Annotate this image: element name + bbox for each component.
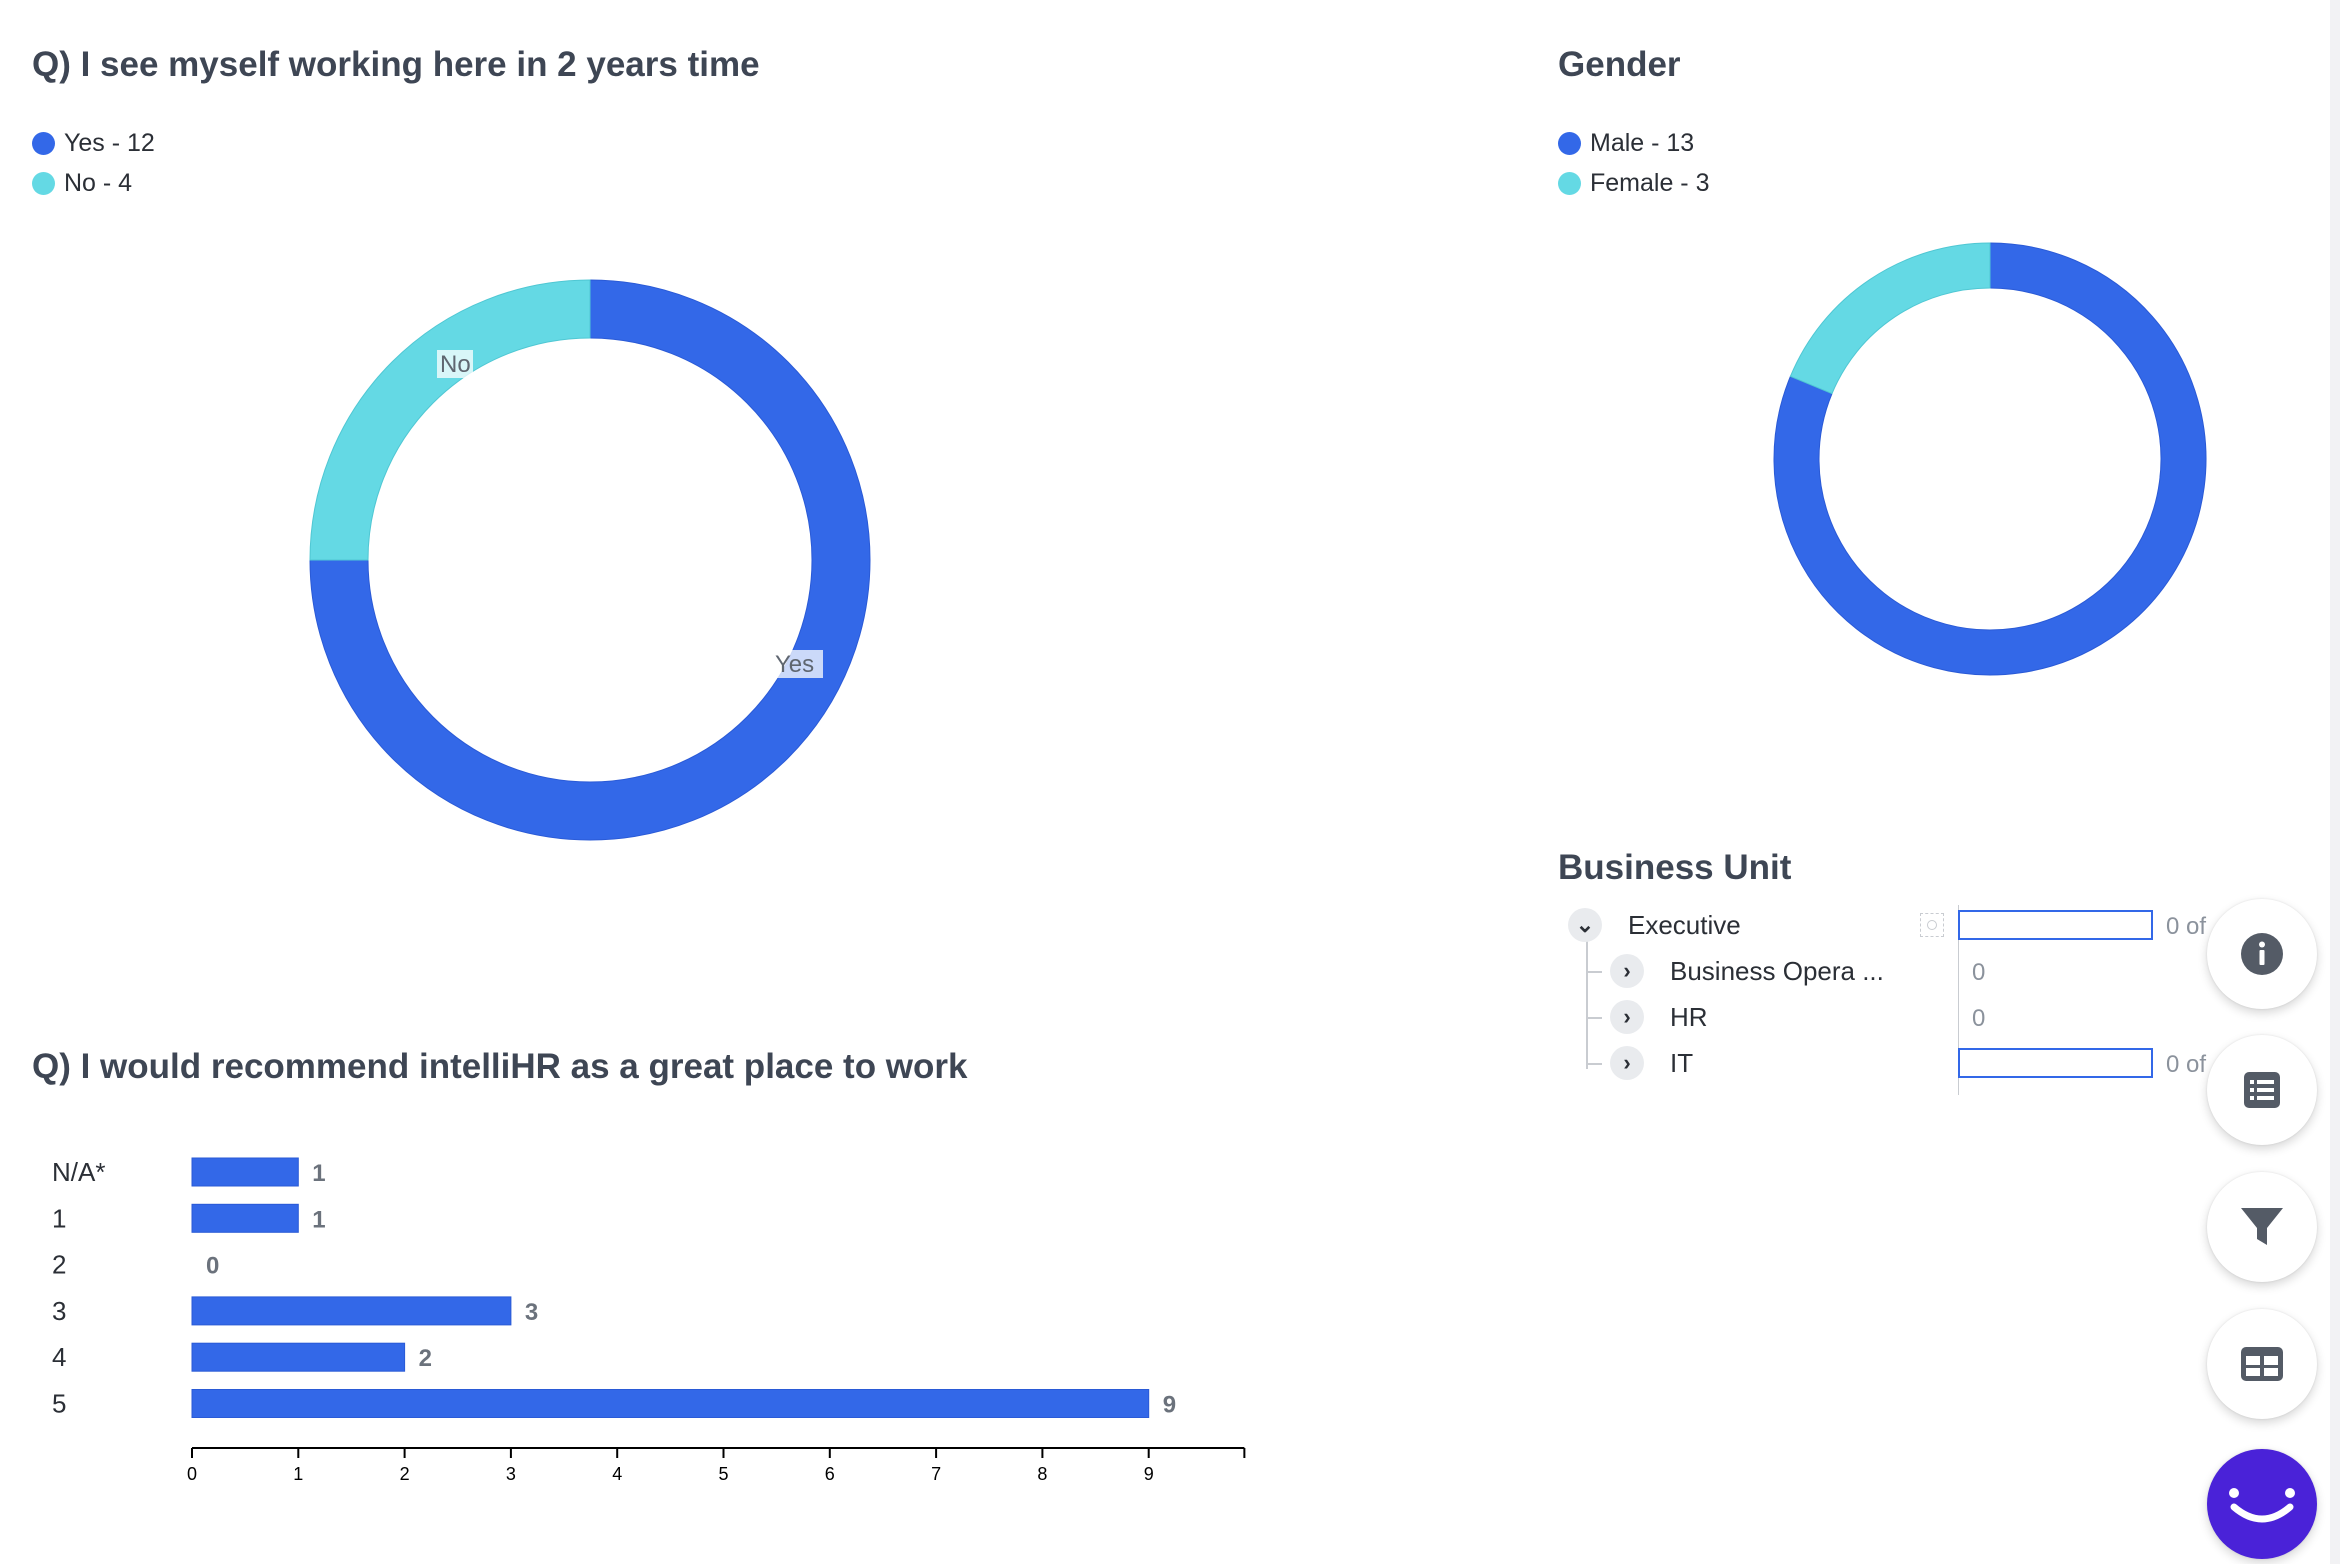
- chatbot-icon: [2229, 1488, 2295, 1523]
- bu-label: Business Opera ...: [1670, 955, 1884, 986]
- legend-label-male: Male - 13: [1590, 128, 1695, 157]
- chart2-legend: Male - 13 Female - 3: [1558, 123, 1709, 203]
- info-icon: [2241, 933, 2283, 975]
- legend-item-female[interactable]: Female - 3: [1558, 163, 1709, 203]
- filter-icon: [2241, 1208, 2283, 1245]
- focus-dot: [1927, 920, 1937, 930]
- bar-N/A*[interactable]: [191, 1157, 299, 1187]
- legend-label-female: Female - 3: [1590, 168, 1710, 197]
- bar-data-label: 0: [206, 1253, 219, 1280]
- focus-icon[interactable]: [1920, 913, 1944, 937]
- donut-slice-male[interactable]: [1773, 242, 2207, 676]
- list-icon: [2244, 1072, 2280, 1108]
- slice-label-yes: Yes: [775, 651, 814, 678]
- business-unit-tree: ⌄ Executive › Business Opera ... › HR › …: [1558, 905, 2258, 1105]
- legend-dot-male: [1558, 131, 1581, 155]
- donut-slice-female[interactable]: [1789, 242, 1991, 395]
- bar-category-label: 1: [52, 1203, 66, 1233]
- legend-item-male[interactable]: Male - 13: [1558, 123, 1709, 163]
- bu-row-business-operations[interactable]: › Business Opera ...: [1610, 951, 1884, 991]
- x-tick-label: 6: [825, 1464, 835, 1484]
- bar-data-label: 9: [1163, 1392, 1176, 1419]
- legend-label-yes: Yes - 12: [64, 128, 155, 157]
- chevron-down-icon[interactable]: ⌄: [1568, 908, 1602, 942]
- bar-3[interactable]: [191, 1296, 512, 1326]
- x-tick-label: 8: [1037, 1464, 1047, 1484]
- bu-label: IT: [1670, 1047, 1694, 1078]
- donut-chart-gender: [1773, 242, 2207, 676]
- bu-value-it: 0 of: [2166, 1051, 2207, 1078]
- bu-label: Executive: [1628, 909, 1741, 940]
- table-icon: [2241, 1347, 2283, 1381]
- bar-data-label: 1: [312, 1160, 325, 1187]
- bar-category-label: N/A*: [52, 1157, 105, 1187]
- bar-5[interactable]: [191, 1389, 1150, 1418]
- chatbot-button[interactable]: [2207, 1449, 2317, 1559]
- bar-data-label: 1: [312, 1206, 325, 1233]
- bu-bar-executive: [1958, 910, 2153, 940]
- legend-item-no[interactable]: No - 4: [32, 163, 155, 203]
- donut-slice-no[interactable]: [309, 279, 591, 561]
- chart1-title: Q) I see myself working here in 2 years …: [32, 45, 760, 84]
- table-button[interactable]: [2207, 1309, 2317, 1419]
- donut-slice-yes[interactable]: [309, 279, 871, 841]
- legend-dot-female: [1558, 171, 1581, 195]
- business-unit-title: Business Unit: [1558, 848, 1792, 887]
- bu-row-hr[interactable]: › HR: [1610, 997, 1708, 1037]
- bar-chart-recommend: N/A* 1 1 1 2 0 3 3 4 2 5 9 0 1 2 3 4 5 6 7 8 9: [52, 1157, 1246, 1484]
- slice-label-bg: [437, 350, 473, 378]
- bar-4[interactable]: [191, 1342, 406, 1372]
- filter-button[interactable]: [2207, 1172, 2317, 1282]
- column-divider: [1958, 905, 1959, 1095]
- bar-category-label: 2: [52, 1250, 66, 1280]
- list-button[interactable]: [2207, 1035, 2317, 1145]
- page-scrollbar[interactable]: [2330, 0, 2340, 1564]
- legend-item-yes[interactable]: Yes - 12: [32, 123, 155, 163]
- donut-chart-retention: Yes No: [309, 279, 871, 841]
- bu-value-hr: 0: [1972, 1005, 1986, 1032]
- chart3-title: Q) I would recommend intelliHR as a grea…: [32, 1047, 968, 1086]
- bar-data-label: 3: [525, 1299, 538, 1326]
- bu-row-it[interactable]: › IT: [1610, 1043, 1693, 1083]
- bar-category-label: 3: [52, 1296, 66, 1326]
- bu-label: HR: [1670, 1001, 1708, 1032]
- bu-row-executive[interactable]: ⌄ Executive: [1568, 905, 1741, 945]
- tree-connector: [1586, 941, 1588, 1069]
- legend-dot-no: [32, 171, 55, 195]
- slice-label-bg: [772, 650, 823, 678]
- x-tick-label: 4: [612, 1464, 622, 1484]
- bar-data-label: 2: [419, 1345, 432, 1372]
- bar-category-label: 4: [52, 1342, 66, 1372]
- bar-1[interactable]: [191, 1203, 299, 1233]
- bu-value-business-operations: 0: [1972, 959, 1986, 986]
- legend-dot-yes: [32, 131, 55, 155]
- bar-category-label: 5: [52, 1389, 66, 1419]
- slice-label-no: No: [440, 351, 471, 378]
- x-tick-label: 1: [293, 1464, 303, 1484]
- x-tick-label: 9: [1144, 1464, 1154, 1484]
- x-tick-label: 5: [718, 1464, 728, 1484]
- info-button[interactable]: [2207, 899, 2317, 1009]
- x-tick-label: 7: [931, 1464, 941, 1484]
- chevron-right-icon[interactable]: ›: [1610, 1000, 1644, 1034]
- chevron-right-icon[interactable]: ›: [1610, 1046, 1644, 1080]
- x-tick-label: 0: [187, 1464, 197, 1484]
- x-tick-label: 3: [506, 1464, 516, 1484]
- chevron-right-icon[interactable]: ›: [1610, 954, 1644, 988]
- x-tick-label: 2: [400, 1464, 410, 1484]
- chart1-legend: Yes - 12 No - 4: [32, 123, 155, 203]
- bu-bar-it: [1958, 1048, 2153, 1078]
- tree-connector-branch: [1586, 1017, 1602, 1019]
- tree-connector-branch: [1586, 1063, 1602, 1065]
- chart2-title: Gender: [1558, 45, 1681, 84]
- tree-connector-branch: [1586, 971, 1602, 973]
- legend-label-no: No - 4: [64, 168, 133, 197]
- bu-value-executive: 0 of: [2166, 913, 2207, 940]
